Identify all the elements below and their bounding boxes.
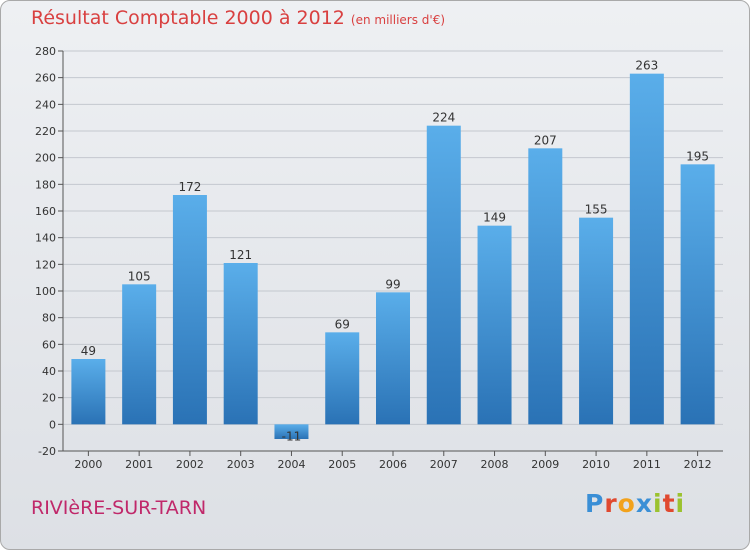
bar (376, 292, 410, 425)
proxiti-logo: Proxiti (585, 489, 685, 518)
x-tick-label: 2005 (328, 458, 356, 471)
y-tick-label: 0 (49, 418, 56, 431)
y-tick-label: 220 (35, 125, 56, 138)
data-label: 149 (483, 211, 506, 225)
data-label: 172 (178, 180, 201, 194)
title-subtitle: (en milliers d'€) (350, 13, 446, 27)
bar (477, 225, 512, 425)
x-tick-label: 2009 (531, 458, 559, 471)
y-tick-label: 160 (35, 205, 56, 218)
x-tick-label: 2008 (481, 458, 509, 471)
bar (71, 359, 106, 425)
x-tick-label: 2001 (125, 458, 153, 471)
logo-letter: o (617, 489, 636, 518)
x-tick-label: 2007 (430, 458, 458, 471)
data-label: 69 (335, 317, 350, 331)
data-label: 155 (585, 203, 608, 217)
data-label: 224 (432, 111, 455, 125)
y-tick-label: 60 (42, 338, 56, 351)
logo-letter: t (662, 489, 676, 518)
data-label: 207 (534, 133, 557, 147)
bar (528, 148, 563, 425)
bar (579, 217, 614, 425)
data-label: 121 (229, 248, 252, 262)
logo-letter: i (653, 489, 663, 518)
y-tick-label: 80 (42, 312, 56, 325)
logo-letter: i (675, 489, 686, 518)
bar (223, 263, 258, 425)
y-tick-label: 20 (42, 392, 56, 405)
bar (325, 332, 360, 425)
bar (680, 164, 715, 425)
x-tick-label: 2012 (684, 458, 712, 471)
bar (122, 284, 157, 425)
city-name: RIVIèRE-SUR-TARN (31, 497, 207, 519)
logo-letter: x (635, 489, 653, 518)
bars (71, 73, 715, 439)
bar (426, 125, 461, 425)
y-tick-label: 260 (35, 72, 56, 85)
data-label: 49 (81, 344, 96, 358)
bar (629, 73, 664, 425)
axes: -20 0 20 40 60 80 100 120 140 160 180 200 220 240 260 2… (35, 45, 723, 471)
x-tick-label: 2010 (582, 458, 610, 471)
bar (274, 424, 309, 439)
y-tick-label: 200 (35, 152, 56, 165)
y-tick-label: 100 (35, 285, 56, 298)
x-tick-label: 2011 (633, 458, 661, 471)
data-label: 263 (635, 59, 658, 73)
y-tick-label: 120 (35, 258, 56, 271)
x-tick-label: 2000 (74, 458, 102, 471)
logo-letter: r (604, 489, 618, 518)
x-tick-label: 2003 (227, 458, 255, 471)
data-label: 195 (686, 149, 709, 163)
x-tick-label: 2002 (176, 458, 204, 471)
x-tick-label: 2004 (277, 458, 305, 471)
data-label: 99 (385, 277, 400, 291)
y-tick-label: -20 (38, 445, 56, 458)
chart-title: Résultat Comptable 2000 à 2012 (en millie… (31, 7, 445, 29)
y-tick-label: 140 (35, 232, 56, 245)
title-main: Résultat Comptable 2000 à 2012 (31, 7, 345, 29)
bar (172, 195, 207, 425)
x-tick-label: 2006 (379, 458, 407, 471)
data-labels: 49 105 172 121 -11 69 99 224 149 207 155 263 195 (81, 59, 709, 444)
y-tick-label: 40 (42, 365, 56, 378)
logo-letter: P (585, 489, 605, 518)
y-tick-label: 280 (35, 45, 56, 58)
y-tick-label: 180 (35, 178, 56, 191)
data-label: 105 (128, 269, 151, 283)
data-label: -11 (282, 429, 302, 443)
y-tick-label: 240 (35, 98, 56, 111)
